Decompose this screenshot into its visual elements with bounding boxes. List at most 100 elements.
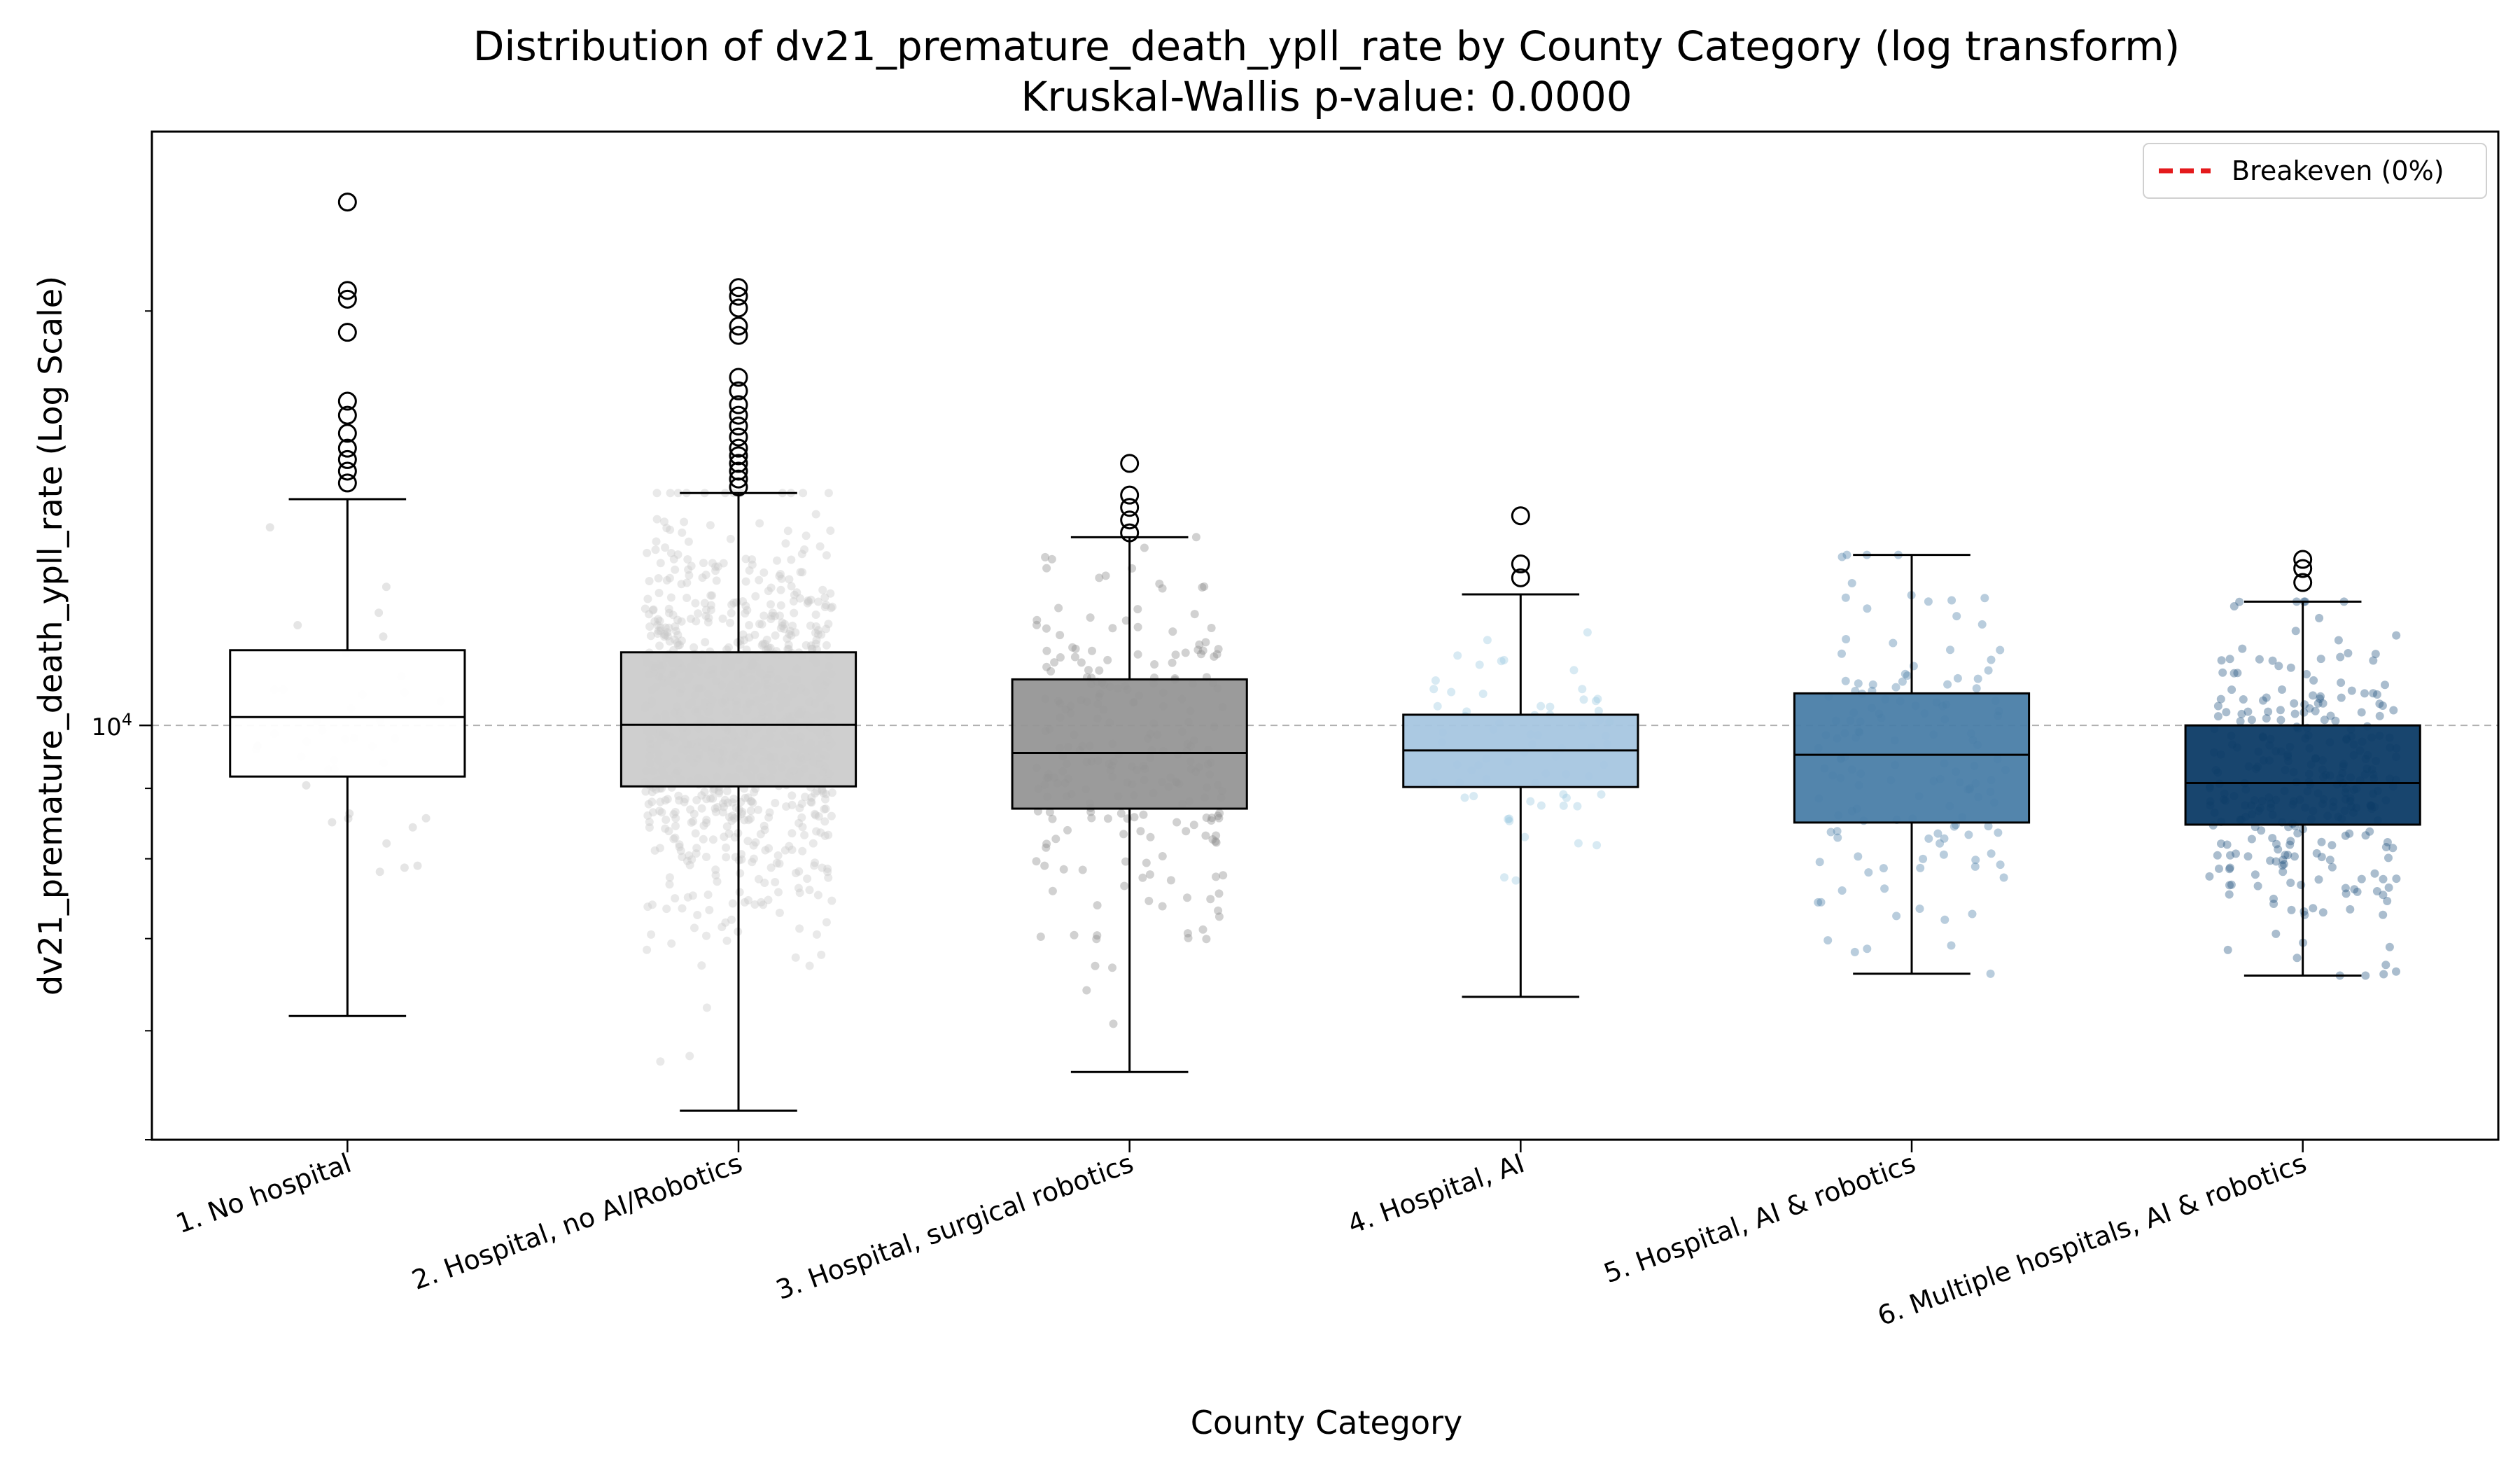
jitter-point: [702, 853, 710, 861]
jitter-point: [683, 893, 692, 902]
jitter-point: [1130, 813, 1139, 822]
jitter-point: [1864, 868, 1873, 877]
jitter-point: [1999, 873, 2008, 882]
jitter-point: [2312, 849, 2321, 858]
jitter-point: [1206, 895, 1215, 904]
jitter-point: [2317, 837, 2326, 846]
jitter-point: [643, 548, 652, 557]
jitter-point: [826, 526, 835, 535]
jitter-point: [671, 894, 680, 903]
outlier-point: [2293, 550, 2313, 569]
jitter-point: [822, 790, 831, 799]
jitter-point: [685, 571, 694, 580]
jitter-point: [680, 797, 689, 807]
jitter-point: [2357, 874, 2366, 884]
jitter-point: [652, 537, 661, 546]
jitter-point: [811, 639, 820, 648]
jitter-point: [757, 641, 766, 650]
jitter-point: [1140, 543, 1149, 552]
jitter-point: [795, 594, 804, 603]
jitter-point: [653, 629, 662, 638]
jitter-point: [811, 789, 820, 798]
jitter-point: [1924, 597, 1933, 606]
jitter-point: [2388, 844, 2398, 853]
jitter-point: [2325, 856, 2334, 865]
jitter-point: [693, 911, 702, 919]
jitter-point: [2272, 839, 2281, 849]
jitter-point: [379, 632, 388, 641]
jitter-point: [820, 593, 830, 602]
jitter-point: [1578, 685, 1587, 694]
jitter-point: [1949, 822, 1959, 831]
jitter-point: [827, 811, 836, 821]
jitter-point: [713, 562, 722, 571]
jitter-point: [816, 828, 825, 837]
jitter-point: [767, 611, 776, 620]
jitter-point: [698, 573, 707, 582]
jitter-point: [2247, 715, 2256, 725]
outlier-point: [729, 298, 748, 318]
jitter-point: [661, 824, 670, 833]
jitter-point: [711, 807, 720, 816]
jitter-point: [2309, 676, 2318, 685]
jitter-point: [678, 528, 687, 537]
jitter-point: [722, 853, 731, 862]
jitter-point: [2337, 678, 2346, 687]
jitter-point: [1987, 849, 1996, 858]
jitter-point: [663, 628, 672, 637]
jitter-point: [782, 802, 791, 811]
jitter-point: [2350, 885, 2359, 894]
jitter-point: [738, 597, 748, 606]
jitter-point: [2278, 861, 2287, 870]
jitter-point: [1863, 604, 1872, 613]
jitter-point: [711, 562, 720, 571]
jitter-point: [666, 489, 675, 498]
jitter-point: [669, 810, 678, 819]
jitter-point: [748, 555, 757, 564]
jitter-point: [1546, 702, 1555, 711]
jitter-point: [1054, 603, 1063, 613]
jitter-point: [771, 878, 780, 886]
jitter-point: [1136, 827, 1145, 836]
jitter-point: [1214, 645, 1223, 654]
jitter-point: [1559, 801, 1568, 810]
jitter-point: [766, 643, 775, 652]
jitter-point: [748, 798, 757, 807]
jitter-point: [2213, 851, 2222, 860]
jitter-point: [2379, 910, 2388, 919]
box: [620, 651, 858, 788]
jitter-point: [775, 571, 784, 580]
jitter-point: [1150, 660, 1159, 669]
jitter-point: [1854, 679, 1863, 688]
jitter-point: [1101, 571, 1110, 580]
jitter-point: [1032, 620, 1041, 629]
chart-title: Distribution of dv21_premature_death_ypl…: [473, 22, 2180, 70]
jitter-point: [2370, 869, 2379, 878]
jitter-point: [709, 786, 718, 795]
jitter-point: [2328, 841, 2337, 850]
jitter-point: [689, 817, 698, 826]
jitter-point: [780, 846, 790, 855]
jitter-point: [795, 888, 804, 898]
jitter-point: [821, 804, 830, 814]
jitter-point: [1453, 651, 1462, 660]
jitter-point: [1833, 827, 1842, 836]
jitter-point: [664, 827, 673, 836]
jitter-point: [2389, 706, 2398, 715]
jitter-point: [746, 807, 755, 816]
outlier-point: [729, 446, 748, 466]
jitter-point: [2268, 834, 2277, 843]
jitter-point: [654, 589, 664, 597]
jitter-point: [766, 600, 775, 609]
jitter-point: [1198, 583, 1207, 592]
jitter-point: [761, 846, 770, 855]
jitter-point: [1201, 831, 1210, 840]
jitter-point: [774, 888, 783, 897]
jitter-point: [1121, 616, 1130, 625]
jitter-point: [785, 629, 794, 638]
jitter-point: [1854, 852, 1863, 861]
jitter-point: [1145, 870, 1154, 879]
jitter-point: [748, 858, 757, 867]
jitter-point: [656, 623, 665, 632]
jitter-point: [2278, 867, 2288, 877]
